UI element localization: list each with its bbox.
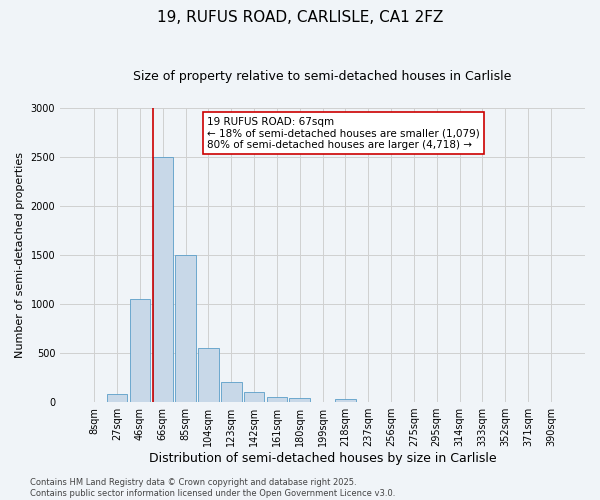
Bar (335, 399, 356, 402)
Bar (266, 397, 287, 402)
Bar (152, 157, 173, 402)
Text: 19, RUFUS ROAD, CARLISLE, CA1 2FZ: 19, RUFUS ROAD, CARLISLE, CA1 2FZ (157, 10, 443, 25)
X-axis label: Distribution of semi-detached houses by size in Carlisle: Distribution of semi-detached houses by … (149, 452, 496, 465)
Title: Size of property relative to semi-detached houses in Carlisle: Size of property relative to semi-detach… (133, 70, 512, 83)
Text: Contains HM Land Registry data © Crown copyright and database right 2025.
Contai: Contains HM Land Registry data © Crown c… (30, 478, 395, 498)
Bar (289, 398, 310, 402)
Text: 19 RUFUS ROAD: 67sqm
← 18% of semi-detached houses are smaller (1,079)
80% of se: 19 RUFUS ROAD: 67sqm ← 18% of semi-detac… (207, 116, 480, 150)
Bar (107, 394, 127, 402)
Bar (130, 299, 150, 402)
Bar (244, 392, 265, 402)
Bar (221, 382, 242, 402)
Y-axis label: Number of semi-detached properties: Number of semi-detached properties (15, 152, 25, 358)
Bar (198, 348, 219, 402)
Bar (175, 255, 196, 402)
